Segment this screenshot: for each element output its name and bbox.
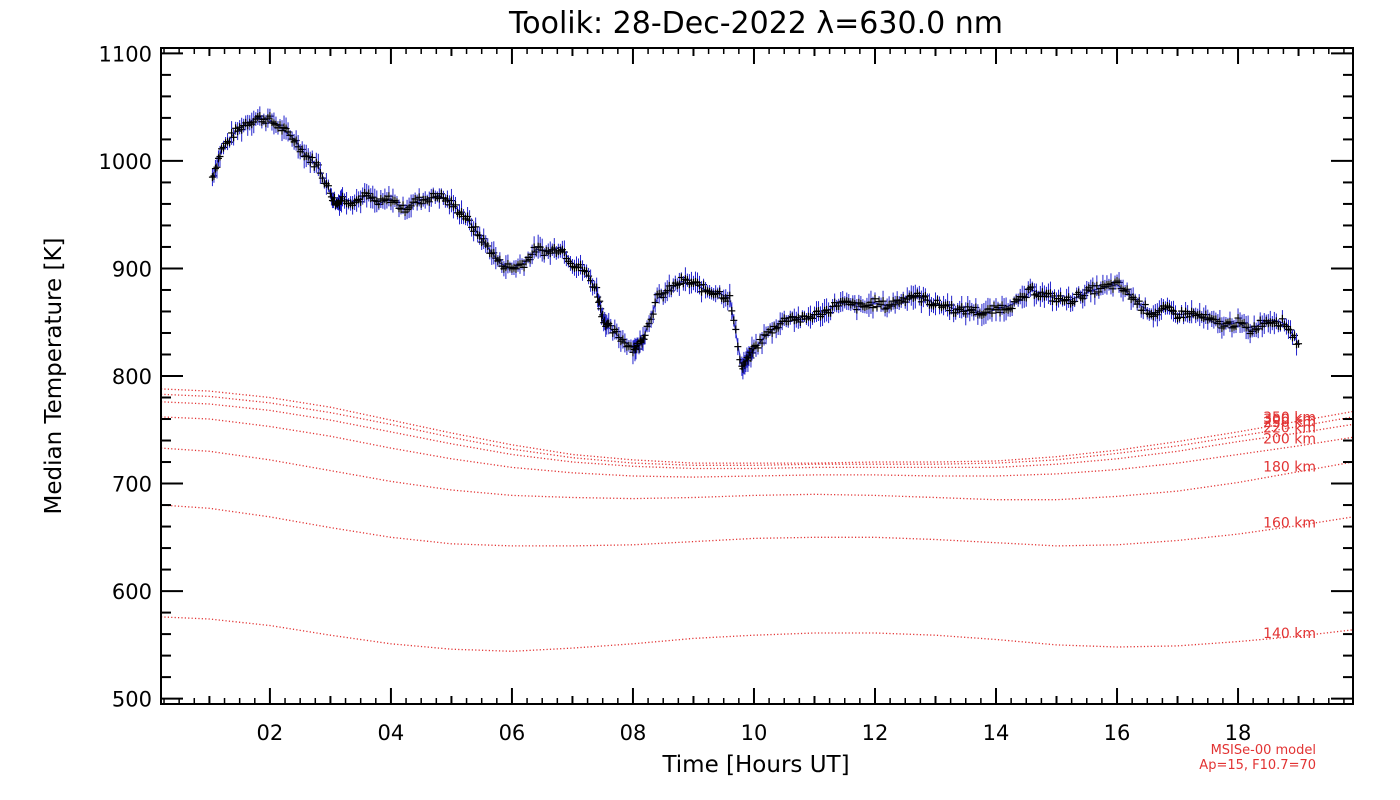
data-point (698, 287, 706, 296)
model-curve-180-km (161, 447, 1353, 501)
data-point (728, 306, 736, 315)
data-point (796, 317, 804, 326)
data-point (1008, 304, 1016, 313)
measured-line (211, 117, 1299, 369)
data-point (869, 303, 877, 312)
model-note-line-2: Ap=15, F10.7=70 (1199, 758, 1316, 773)
y-tick-label: 800 (112, 365, 152, 389)
curve-label-200-km: 200 km (1263, 431, 1316, 447)
chart-title: Toolik: 28-Dec-2022 λ=630.0 nm (508, 6, 1003, 41)
x-tick-label: 18 (1225, 721, 1252, 745)
measured-series (208, 106, 1303, 380)
data-point (732, 325, 740, 334)
x-axis-label: Time [Hours UT] (661, 752, 849, 778)
y-tick-label: 1000 (99, 150, 152, 174)
model-curve-220-km (161, 401, 1353, 470)
data-point (716, 287, 724, 296)
data-point (1295, 339, 1303, 348)
y-tick-label: 1100 (99, 42, 152, 66)
y-tick-label: 600 (112, 580, 152, 604)
x-tick-label: 16 (1104, 721, 1131, 745)
y-tick-label: 700 (112, 473, 152, 497)
data-point (213, 163, 221, 172)
data-point (641, 331, 649, 340)
data-point (726, 291, 734, 300)
model-curve-200-km (161, 416, 1353, 478)
data-point (649, 310, 657, 319)
x-tick-label: 06 (499, 721, 526, 745)
x-tick-label: 12 (862, 721, 889, 745)
data-point (308, 153, 316, 162)
data-point (214, 154, 222, 163)
data-point (734, 342, 742, 351)
data-point (596, 297, 604, 306)
model-curve-250-km (161, 393, 1353, 466)
curve-label-300-km: 300 km (1263, 412, 1316, 428)
data-point (871, 294, 879, 303)
model-curves (161, 388, 1353, 652)
data-point (230, 133, 238, 142)
data-point (208, 173, 216, 182)
curve-label-250-km: 250 km (1263, 415, 1316, 431)
data-point (730, 316, 738, 325)
data-point (1141, 300, 1149, 309)
curve-label-140-km: 140 km (1263, 626, 1316, 642)
data-point (749, 348, 757, 357)
data-point (415, 193, 423, 202)
model-curve-160-km (161, 504, 1353, 547)
data-point (988, 309, 996, 318)
model-note-line-1: MSISe-00 model (1211, 743, 1316, 758)
y-axis-label: Median Temperature [K] (41, 238, 67, 515)
y-axis: 500 600 700 800 900 1000 1100 (99, 42, 1353, 712)
plot-frame (160, 47, 1354, 705)
data-point (484, 242, 492, 251)
curve-label-350-km: 350 km (1263, 410, 1316, 426)
data-point (593, 283, 601, 292)
x-tick-label: 04 (378, 721, 405, 745)
data-point (879, 297, 887, 306)
x-tick-label: 14 (983, 721, 1010, 745)
model-curve-140-km (161, 616, 1353, 652)
data-point (1254, 324, 1262, 333)
data-point (754, 343, 762, 352)
data-point (1022, 293, 1030, 302)
data-point (472, 222, 480, 231)
curve-label-220-km: 220 km (1263, 421, 1316, 437)
data-point (640, 335, 648, 344)
model-curve-300-km (161, 388, 1353, 464)
x-tick-label: 10 (741, 721, 768, 745)
x-axis: 02 04 06 08 10 12 14 16 18 (163, 48, 1345, 745)
y-tick-label: 500 (112, 688, 152, 712)
data-point (451, 200, 459, 209)
curve-label-160-km: 160 km (1263, 515, 1316, 531)
x-tick-label: 08 (620, 721, 647, 745)
x-tick-label: 02 (257, 721, 284, 745)
data-point (1071, 297, 1079, 306)
curve-label-180-km: 180 km (1263, 459, 1316, 475)
data-point (651, 298, 659, 307)
y-tick-label: 900 (112, 257, 152, 281)
data-point (324, 181, 332, 190)
data-point (675, 280, 683, 289)
data-point (216, 152, 224, 161)
data-point (768, 328, 776, 337)
data-point (211, 164, 219, 173)
data-point (635, 345, 643, 354)
data-point (520, 263, 528, 272)
data-point (210, 171, 218, 180)
data-point (1135, 297, 1143, 306)
